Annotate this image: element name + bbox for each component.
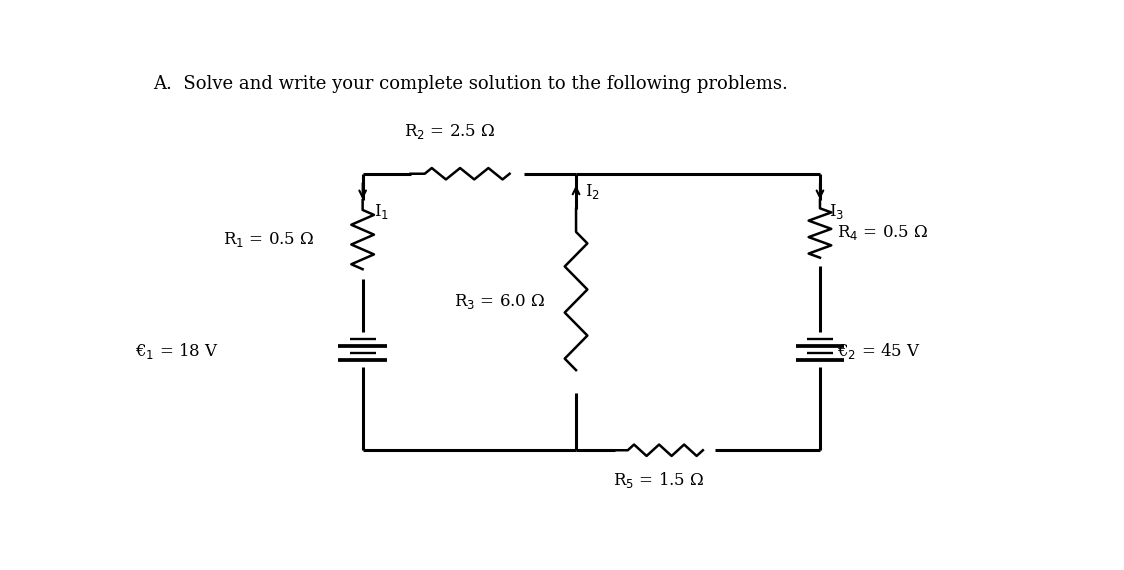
Text: I$_2$: I$_2$ — [584, 182, 600, 201]
Text: R$_1$ = 0.5 Ω: R$_1$ = 0.5 Ω — [224, 230, 315, 249]
Text: €$_1$ = 18 V: €$_1$ = 18 V — [135, 341, 219, 361]
Text: I$_3$: I$_3$ — [828, 202, 844, 221]
Text: R$_3$ = 6.0 Ω: R$_3$ = 6.0 Ω — [454, 291, 545, 311]
Text: R$_2$ = 2.5 Ω: R$_2$ = 2.5 Ω — [404, 122, 496, 141]
Text: R$_5$ = 1.5 Ω: R$_5$ = 1.5 Ω — [613, 470, 705, 490]
Text: I$_1$: I$_1$ — [374, 202, 389, 221]
Text: €$_2$ = 45 V: €$_2$ = 45 V — [837, 341, 922, 361]
Text: A.  Solve and write your complete solution to the following problems.: A. Solve and write your complete solutio… — [154, 75, 788, 93]
Text: R$_4$ = 0.5 Ω: R$_4$ = 0.5 Ω — [837, 223, 928, 242]
